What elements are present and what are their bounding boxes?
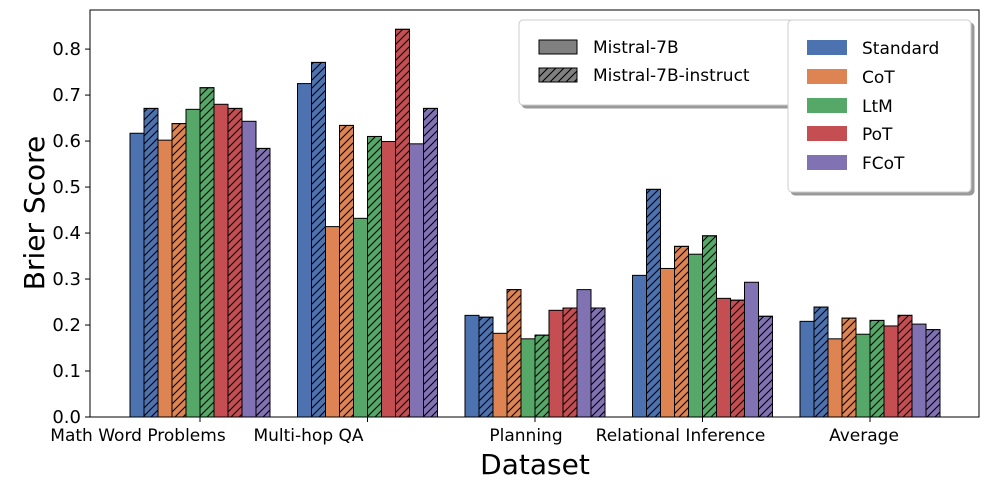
bar-planning-standard-mistral-7b bbox=[464, 314, 480, 418]
bar-planning-ltm-mistral-7b bbox=[520, 338, 536, 418]
bar-math-word-problems-standard-mistral-7b-instruct-hatch bbox=[143, 107, 159, 418]
legend-swatch-mistral-7b bbox=[538, 39, 578, 55]
bar-average-fcot-mistral-7b-instruct-hatch bbox=[925, 329, 941, 418]
bar-average-ltm-mistral-7b bbox=[855, 333, 871, 418]
bar-relational-inference-cot-mistral-7b bbox=[660, 267, 675, 418]
legend-label-cot: CoT bbox=[862, 68, 895, 88]
plot-frame bbox=[89, 9, 980, 418]
bar-relational-inference-ltm-mistral-7b bbox=[688, 253, 703, 418]
y-tick-label: 0.8 bbox=[52, 39, 81, 60]
legend-methods-box bbox=[787, 19, 972, 193]
bar-planning-pot-mistral-7b bbox=[548, 309, 564, 418]
bar-math-word-problems-pot-mistral-7b-instruct-hatch bbox=[227, 107, 243, 418]
legend-swatch-pot bbox=[807, 126, 847, 141]
y-tick-label: 0.0 bbox=[52, 407, 81, 428]
x-axis-title: Dataset bbox=[480, 448, 590, 481]
legend-label-mistral-7b: Mistral-7B bbox=[593, 38, 679, 58]
bar-planning-cot-mistral-7b-instruct-hatch bbox=[506, 289, 522, 418]
bar-planning-fcot-mistral-7b bbox=[576, 289, 592, 418]
bar-relational-inference-pot-mistral-7b bbox=[716, 297, 731, 418]
bar-multi-hop-qa-ltm-mistral-7b bbox=[353, 217, 368, 418]
bar-multi-hop-qa-pot-mistral-7b bbox=[381, 141, 396, 418]
x-tick-label-relational-inference: Relational Inference bbox=[596, 426, 766, 446]
legend-methods: Standard CoT LtM PoT FCoT bbox=[787, 19, 972, 193]
bar-multi-hop-qa-fcot-mistral-7b bbox=[409, 143, 424, 418]
bar-math-word-problems-ltm-mistral-7b-instruct-hatch bbox=[199, 87, 215, 418]
legend-label-fcot: FCoT bbox=[862, 154, 905, 174]
legend-label-mistral-7b-instruct: Mistral-7B-instruct bbox=[593, 66, 750, 86]
x-tick-label-average: Average bbox=[829, 426, 899, 446]
y-tick-label: 0.4 bbox=[52, 223, 81, 244]
bar-math-word-problems-ltm-mistral-7b bbox=[185, 108, 201, 418]
y-tick-label: 0.7 bbox=[52, 85, 81, 106]
bar-relational-inference-ltm-mistral-7b-instruct-hatch bbox=[702, 235, 717, 418]
bar-relational-inference-standard-mistral-7b bbox=[632, 274, 647, 418]
bar-relational-inference-fcot-mistral-7b bbox=[744, 281, 759, 418]
legend-label-pot: PoT bbox=[862, 125, 893, 145]
y-tick-label: 0.3 bbox=[52, 269, 81, 290]
x-axis: Math Word Problems Multi-hop QA Planning Re… bbox=[50, 417, 899, 446]
bar-multi-hop-qa-standard-mistral-7b-instruct-hatch bbox=[311, 61, 326, 418]
legend-label-standard: Standard bbox=[862, 39, 939, 59]
bar-relational-inference-pot-mistral-7b-instruct-hatch bbox=[730, 299, 745, 418]
legend-swatch-fcot bbox=[807, 155, 847, 170]
bar-average-standard-mistral-7b bbox=[799, 320, 815, 418]
bar-multi-hop-qa-cot-mistral-7b-instruct-hatch bbox=[339, 124, 354, 418]
y-tick-label: 0.5 bbox=[52, 177, 81, 198]
legend-models: Mistral-7B Mistral-7B-instruct bbox=[518, 19, 795, 106]
bar-average-pot-mistral-7b bbox=[883, 325, 899, 418]
bar-planning-ltm-mistral-7b-instruct-hatch bbox=[534, 334, 550, 418]
bar-average-standard-mistral-7b-instruct-hatch bbox=[813, 306, 829, 418]
bar-multi-hop-qa-ltm-mistral-7b-instruct-hatch bbox=[367, 135, 382, 418]
bar-math-word-problems-pot-mistral-7b bbox=[213, 103, 229, 418]
bar-average-ltm-mistral-7b-instruct-hatch bbox=[869, 319, 885, 418]
bar-math-word-problems-cot-mistral-7b bbox=[157, 139, 173, 418]
y-tick-label: 0.6 bbox=[52, 131, 81, 152]
bar-relational-inference-fcot-mistral-7b-instruct-hatch bbox=[758, 315, 773, 418]
legend-swatch-standard bbox=[807, 40, 847, 55]
bar-relational-inference-cot-mistral-7b-instruct-hatch bbox=[674, 245, 689, 418]
bar-math-word-problems-cot-mistral-7b-instruct-hatch bbox=[171, 123, 187, 418]
bar-multi-hop-qa-standard-mistral-7b bbox=[297, 83, 312, 418]
bar-planning-pot-mistral-7b-instruct-hatch bbox=[562, 307, 578, 418]
x-tick-label-math-word-problems: Math Word Problems bbox=[50, 426, 226, 446]
bar-math-word-problems-fcot-mistral-7b bbox=[241, 120, 257, 418]
bar-planning-cot-mistral-7b bbox=[492, 332, 508, 418]
bar-average-cot-mistral-7b bbox=[827, 338, 843, 418]
bar-planning-standard-mistral-7b-instruct-hatch bbox=[478, 316, 494, 418]
legend-swatch-cot bbox=[807, 69, 847, 84]
y-axis: 0.0 0.1 0.2 0.3 0.4 0.5 0.6 0.7 0.8 bbox=[52, 39, 90, 428]
bar-multi-hop-qa-cot-mistral-7b bbox=[325, 226, 340, 418]
y-tick-label: 0.2 bbox=[52, 315, 81, 336]
x-tick-label-planning: Planning bbox=[489, 426, 562, 446]
bar-relational-inference-standard-mistral-7b-instruct-hatch bbox=[646, 188, 661, 418]
y-tick-label: 0.1 bbox=[52, 361, 81, 382]
bar-math-word-problems-fcot-mistral-7b-instruct-hatch bbox=[255, 147, 271, 418]
legend-label-ltm: LtM bbox=[862, 97, 893, 117]
bar-planning-fcot-mistral-7b-instruct-hatch bbox=[590, 307, 606, 418]
x-tick-label-multi-hop-qa: Multi-hop QA bbox=[253, 426, 363, 446]
bar-average-cot-mistral-7b-instruct-hatch bbox=[841, 317, 857, 418]
bar-multi-hop-qa-pot-mistral-7b-instruct-hatch bbox=[395, 28, 410, 418]
bar-average-pot-mistral-7b-instruct-hatch bbox=[897, 314, 913, 418]
legend-models-box bbox=[518, 19, 795, 106]
bar-multi-hop-qa-fcot-mistral-7b-instruct-hatch bbox=[423, 107, 438, 418]
legend-swatch-mistral-7b-instruct bbox=[538, 67, 578, 83]
bar-average-fcot-mistral-7b bbox=[911, 323, 927, 418]
y-axis-title: Brier Score bbox=[18, 136, 51, 291]
bar-math-word-problems-standard-mistral-7b bbox=[129, 132, 145, 418]
legend-swatch-ltm bbox=[807, 98, 847, 113]
